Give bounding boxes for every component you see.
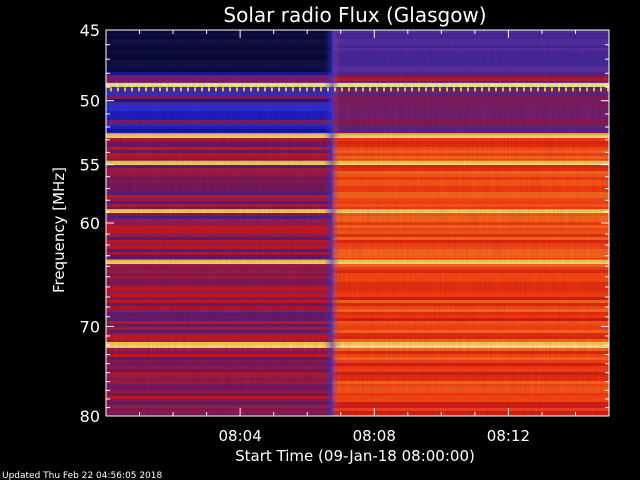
y-tick-label: 55 — [80, 156, 100, 175]
x-tick-label: 08:08 — [353, 427, 396, 445]
y-tick-label: 45 — [80, 21, 100, 40]
chart-title: Solar radio Flux (Glasgow) — [223, 3, 486, 27]
x-axis: 08:04 08:08 08:12 — [139, 30, 576, 445]
spectrogram-plot — [105, 29, 610, 417]
x-axis-label: Start Time (09-Jan-18 08:00:00) — [235, 447, 475, 465]
y-axis-label: Frequency [MHz] — [50, 167, 68, 293]
spectrogram-texture — [106, 30, 609, 416]
y-tick-label: 70 — [80, 317, 100, 336]
x-tick-label: 08:04 — [219, 427, 262, 445]
y-tick-label: 80 — [80, 407, 100, 426]
x-tick-label: 08:12 — [487, 427, 530, 445]
y-tick-label: 60 — [80, 214, 100, 233]
y-axis: 45 50 55 60 70 80 — [80, 21, 609, 426]
y-tick-label: 50 — [80, 92, 100, 111]
updated-footer: Updated Thu Feb 22 04:56:05 2018 — [2, 471, 163, 480]
